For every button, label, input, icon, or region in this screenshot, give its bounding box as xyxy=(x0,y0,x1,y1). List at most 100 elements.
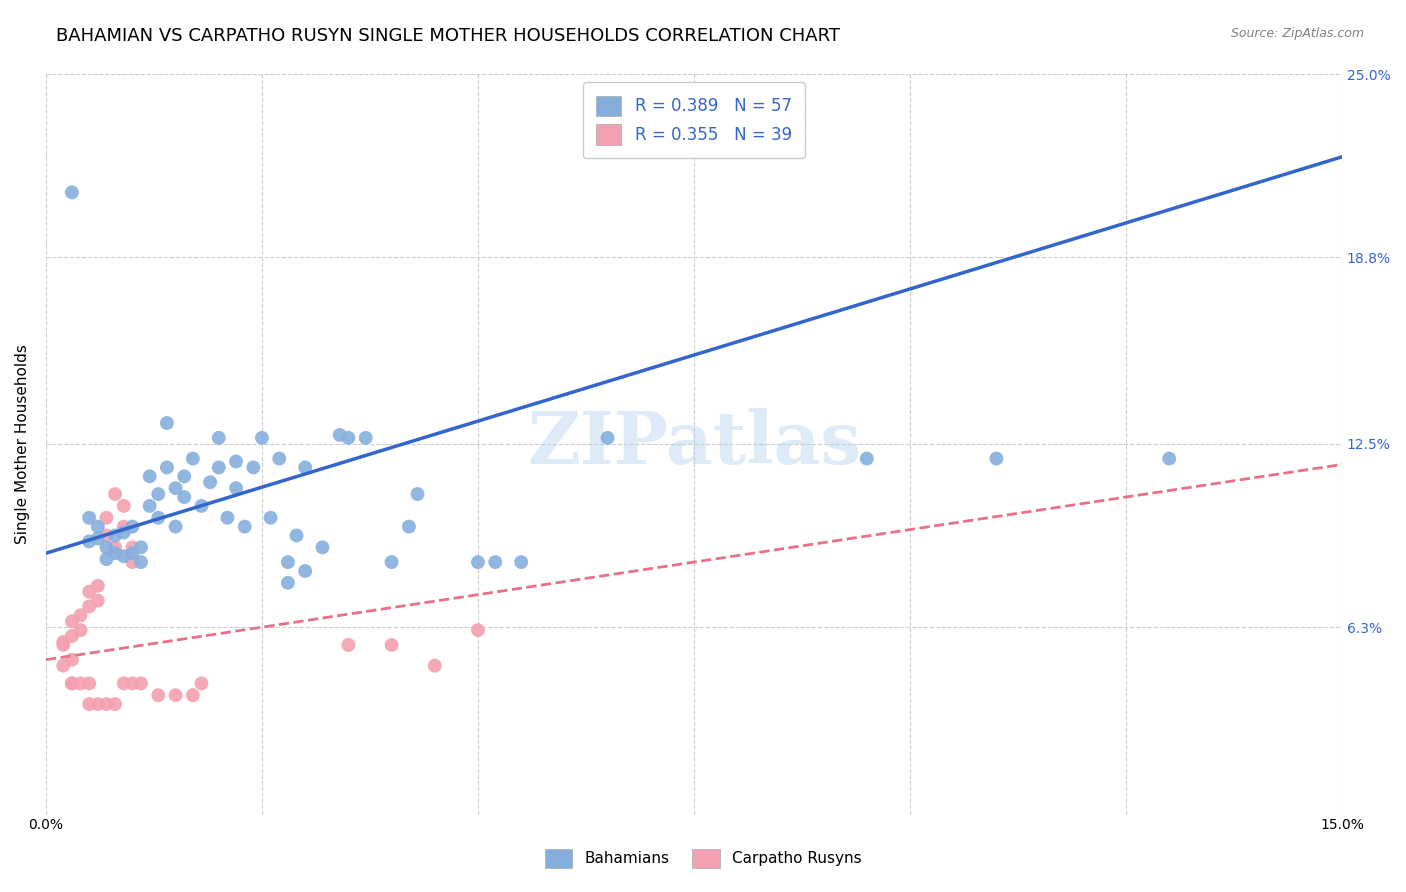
Point xyxy=(208,431,231,445)
Point xyxy=(138,469,160,483)
Point xyxy=(173,490,195,504)
Point xyxy=(104,541,127,555)
Point xyxy=(77,534,100,549)
Point xyxy=(60,676,83,690)
Point xyxy=(277,555,299,569)
Point xyxy=(148,510,170,524)
Point xyxy=(423,658,446,673)
Point xyxy=(87,519,110,533)
Y-axis label: Single Mother Households: Single Mother Households xyxy=(15,343,30,544)
Point xyxy=(269,451,291,466)
Point xyxy=(104,697,127,711)
Point xyxy=(165,481,187,495)
Point xyxy=(148,688,170,702)
Point xyxy=(129,541,152,555)
Point xyxy=(129,555,152,569)
Point xyxy=(87,593,110,607)
Point xyxy=(87,579,110,593)
Legend: Bahamians, Carpatho Rusyns: Bahamians, Carpatho Rusyns xyxy=(533,837,873,880)
Point xyxy=(510,555,533,569)
Point xyxy=(60,676,83,690)
Point xyxy=(112,525,135,540)
Point xyxy=(129,676,152,690)
Point xyxy=(148,487,170,501)
Legend: R = 0.389   N = 57, R = 0.355   N = 39: R = 0.389 N = 57, R = 0.355 N = 39 xyxy=(583,82,806,158)
Point xyxy=(190,499,212,513)
Point xyxy=(96,697,118,711)
Point xyxy=(190,676,212,690)
Point xyxy=(112,519,135,533)
Point xyxy=(198,475,221,490)
Point xyxy=(165,688,187,702)
Point xyxy=(60,653,83,667)
Point xyxy=(104,487,127,501)
Point xyxy=(294,460,316,475)
Point xyxy=(112,499,135,513)
Point xyxy=(225,454,247,468)
Point xyxy=(69,623,91,637)
Point xyxy=(208,460,231,475)
Point xyxy=(277,575,299,590)
Point xyxy=(77,599,100,614)
Point xyxy=(96,541,118,555)
Point xyxy=(87,532,110,546)
Point xyxy=(311,541,333,555)
Point xyxy=(77,676,100,690)
Point xyxy=(60,614,83,628)
Point xyxy=(337,431,360,445)
Point xyxy=(77,697,100,711)
Point xyxy=(121,676,143,690)
Point xyxy=(121,546,143,560)
Point xyxy=(96,528,118,542)
Point xyxy=(69,676,91,690)
Point xyxy=(96,552,118,566)
Point xyxy=(165,519,187,533)
Point xyxy=(138,499,160,513)
Point xyxy=(87,697,110,711)
Point xyxy=(484,555,506,569)
Point xyxy=(467,623,489,637)
Point xyxy=(77,510,100,524)
Point xyxy=(156,460,179,475)
Point xyxy=(69,608,91,623)
Point xyxy=(112,676,135,690)
Point xyxy=(250,431,273,445)
Point xyxy=(381,555,404,569)
Point xyxy=(596,431,619,445)
Point xyxy=(60,629,83,643)
Text: BAHAMIAN VS CARPATHO RUSYN SINGLE MOTHER HOUSEHOLDS CORRELATION CHART: BAHAMIAN VS CARPATHO RUSYN SINGLE MOTHER… xyxy=(56,27,841,45)
Point xyxy=(217,510,239,524)
Point xyxy=(381,638,404,652)
Point xyxy=(104,528,127,542)
Point xyxy=(52,638,75,652)
Point xyxy=(121,519,143,533)
Point xyxy=(354,431,377,445)
Point xyxy=(156,416,179,430)
Point xyxy=(52,658,75,673)
Point xyxy=(121,555,143,569)
Point xyxy=(225,481,247,495)
Text: ZIPatlas: ZIPatlas xyxy=(527,409,860,479)
Point xyxy=(398,519,420,533)
Point xyxy=(181,451,204,466)
Point xyxy=(259,510,281,524)
Point xyxy=(294,564,316,578)
Point xyxy=(855,451,877,466)
Point xyxy=(242,460,264,475)
Point xyxy=(329,428,352,442)
Point xyxy=(52,635,75,649)
Point xyxy=(173,469,195,483)
Point xyxy=(285,528,308,542)
Point xyxy=(60,186,83,200)
Point xyxy=(121,541,143,555)
Point xyxy=(986,451,1008,466)
Point xyxy=(104,546,127,560)
Text: Source: ZipAtlas.com: Source: ZipAtlas.com xyxy=(1230,27,1364,40)
Point xyxy=(406,487,429,501)
Point xyxy=(181,688,204,702)
Point xyxy=(77,584,100,599)
Point xyxy=(467,555,489,569)
Point xyxy=(96,510,118,524)
Point xyxy=(337,638,360,652)
Point xyxy=(112,549,135,564)
